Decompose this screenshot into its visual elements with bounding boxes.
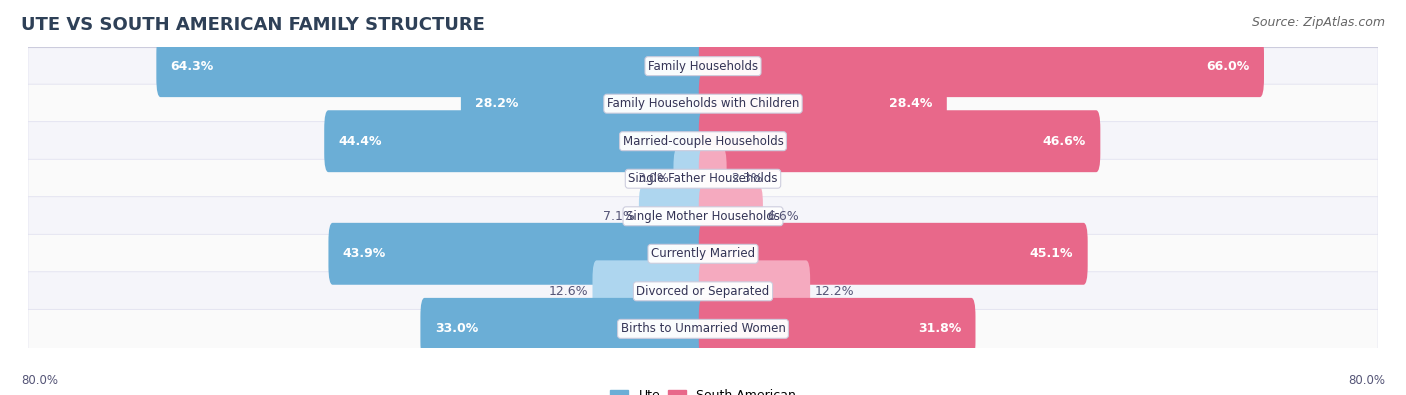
Text: 45.1%: 45.1%: [1029, 247, 1073, 260]
FancyBboxPatch shape: [420, 298, 707, 360]
FancyBboxPatch shape: [28, 197, 1378, 236]
Text: Family Households with Children: Family Households with Children: [607, 97, 799, 110]
FancyBboxPatch shape: [329, 223, 707, 285]
Text: Married-couple Households: Married-couple Households: [623, 135, 783, 148]
Legend: Ute, South American: Ute, South American: [605, 384, 801, 395]
Text: 3.0%: 3.0%: [637, 172, 669, 185]
FancyBboxPatch shape: [699, 35, 1264, 97]
FancyBboxPatch shape: [638, 185, 707, 247]
Text: 6.6%: 6.6%: [768, 210, 799, 223]
Text: 31.8%: 31.8%: [918, 322, 962, 335]
FancyBboxPatch shape: [28, 234, 1378, 273]
FancyBboxPatch shape: [699, 260, 810, 322]
Text: UTE VS SOUTH AMERICAN FAMILY STRUCTURE: UTE VS SOUTH AMERICAN FAMILY STRUCTURE: [21, 16, 485, 34]
FancyBboxPatch shape: [28, 84, 1378, 123]
Text: Births to Unmarried Women: Births to Unmarried Women: [620, 322, 786, 335]
Text: 64.3%: 64.3%: [170, 60, 214, 73]
Text: 28.4%: 28.4%: [889, 97, 932, 110]
Text: 33.0%: 33.0%: [434, 322, 478, 335]
Text: Single Father Households: Single Father Households: [628, 172, 778, 185]
FancyBboxPatch shape: [699, 298, 976, 360]
FancyBboxPatch shape: [699, 223, 1088, 285]
FancyBboxPatch shape: [673, 148, 707, 210]
Text: 43.9%: 43.9%: [343, 247, 387, 260]
FancyBboxPatch shape: [28, 122, 1378, 161]
FancyBboxPatch shape: [28, 309, 1378, 348]
Text: Family Households: Family Households: [648, 60, 758, 73]
Text: 46.6%: 46.6%: [1043, 135, 1085, 148]
FancyBboxPatch shape: [461, 73, 707, 135]
Text: Currently Married: Currently Married: [651, 247, 755, 260]
Text: Divorced or Separated: Divorced or Separated: [637, 285, 769, 298]
Text: 7.1%: 7.1%: [603, 210, 634, 223]
FancyBboxPatch shape: [699, 110, 1101, 172]
Text: Single Mother Households: Single Mother Households: [626, 210, 780, 223]
Text: 28.2%: 28.2%: [475, 97, 519, 110]
FancyBboxPatch shape: [28, 272, 1378, 311]
FancyBboxPatch shape: [699, 148, 727, 210]
FancyBboxPatch shape: [592, 260, 707, 322]
FancyBboxPatch shape: [325, 110, 707, 172]
Text: 2.3%: 2.3%: [731, 172, 762, 185]
Text: Source: ZipAtlas.com: Source: ZipAtlas.com: [1251, 16, 1385, 29]
Text: 80.0%: 80.0%: [21, 374, 58, 387]
Text: 12.6%: 12.6%: [548, 285, 588, 298]
FancyBboxPatch shape: [699, 73, 946, 135]
Text: 44.4%: 44.4%: [339, 135, 382, 148]
Text: 80.0%: 80.0%: [1348, 374, 1385, 387]
FancyBboxPatch shape: [699, 185, 763, 247]
Text: 66.0%: 66.0%: [1206, 60, 1250, 73]
FancyBboxPatch shape: [28, 47, 1378, 86]
Text: 12.2%: 12.2%: [814, 285, 853, 298]
FancyBboxPatch shape: [28, 159, 1378, 198]
FancyBboxPatch shape: [156, 35, 707, 97]
